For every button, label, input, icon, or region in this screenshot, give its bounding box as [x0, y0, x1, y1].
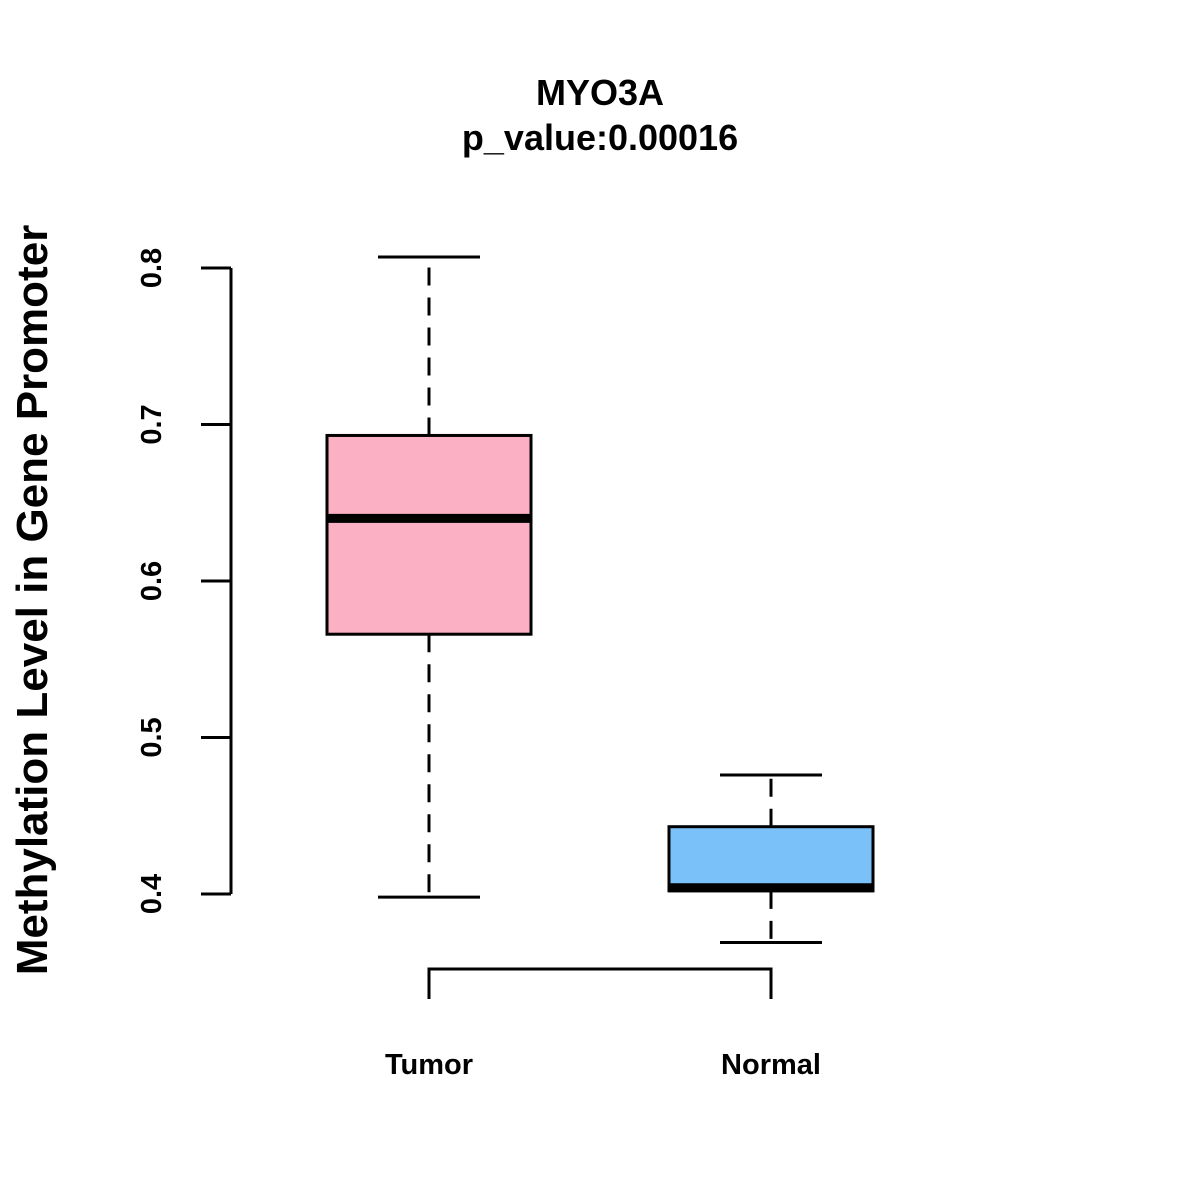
y-axis-label: Methylation Level in Gene Promoter — [8, 225, 57, 976]
y-tick-label: 0.6 — [136, 561, 168, 601]
iqr-box — [667, 825, 875, 893]
iqr-box — [325, 433, 533, 636]
box-normal — [667, 773, 875, 945]
x-tick-label-tumor: Tumor — [385, 1049, 473, 1081]
comparison-bracket — [427, 967, 773, 999]
y-tick-label: 0.8 — [136, 248, 168, 288]
chart-title: MYO3A — [536, 72, 664, 113]
boxes-group — [325, 255, 875, 945]
y-tick-label: 0.5 — [136, 717, 168, 757]
x-tick-labels: Tumor Normal — [385, 1049, 821, 1081]
y-tick-label: 0.7 — [136, 404, 168, 444]
box-tumor — [325, 255, 533, 899]
chart-subtitle: p_value:0.00016 — [462, 117, 738, 158]
x-tick-label-normal: Normal — [721, 1049, 821, 1081]
y-axis: 0.4 0.5 0.6 0.7 0.8 — [136, 248, 233, 914]
y-tick-label: 0.4 — [136, 874, 168, 914]
bracket-line — [427, 967, 773, 999]
